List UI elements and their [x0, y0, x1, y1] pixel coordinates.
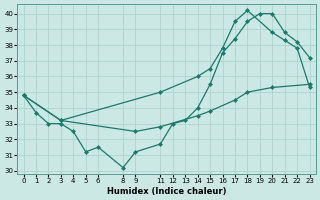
X-axis label: Humidex (Indice chaleur): Humidex (Indice chaleur) [107, 187, 226, 196]
